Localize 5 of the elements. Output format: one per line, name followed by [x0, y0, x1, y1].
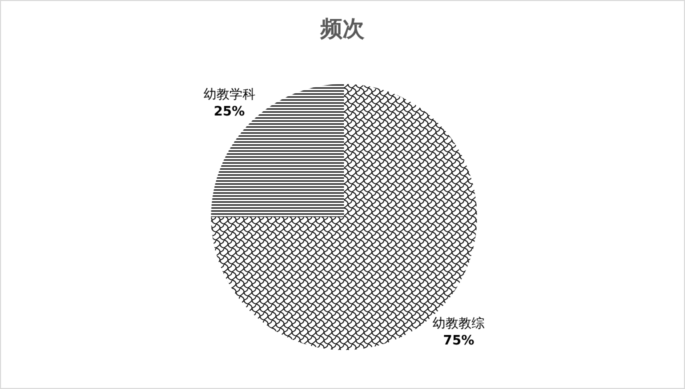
data-label: 75% — [443, 334, 474, 349]
chart-title: 频次 — [320, 17, 366, 42]
data-label: 25% — [214, 104, 245, 120]
slice-label: 幼教教综 — [432, 316, 485, 332]
slice-label: 幼教学科 — [203, 87, 256, 102]
